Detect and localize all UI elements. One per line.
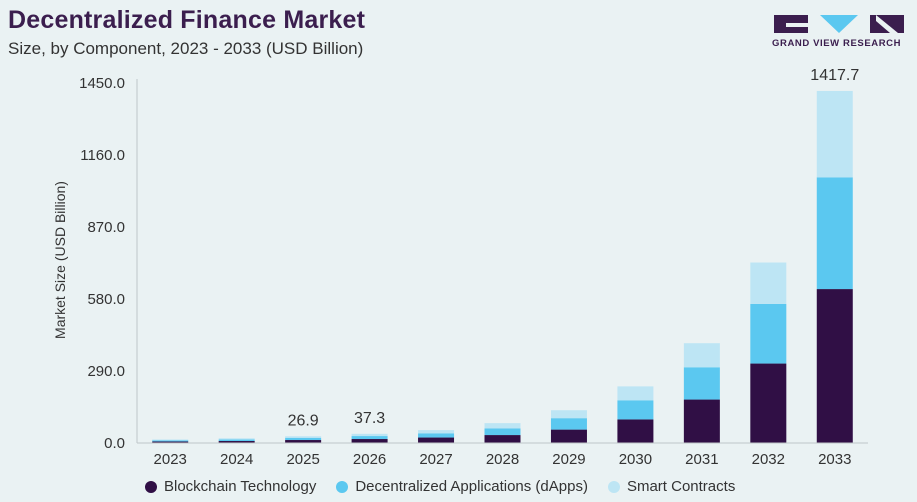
y-tick-label: 0.0 — [104, 435, 125, 452]
data-labels: 26.9 37.3 1417.7 — [288, 67, 860, 429]
y-axis-label: Market Size (USD Billion) — [52, 181, 68, 339]
bar-segment-2033-series-1 — [816, 177, 853, 290]
data-label-2025: 26.9 — [288, 412, 319, 429]
x-tick-label: 2028 — [486, 451, 519, 468]
y-axis: 0.0 290.0 580.0 870.0 1160.0 1450.0 — [79, 75, 138, 452]
bar-segment-2030-series-1 — [617, 400, 654, 420]
x-tick-label: 2025 — [286, 451, 319, 468]
legend-item: Blockchain Technology — [145, 478, 316, 495]
legend-item: Smart Contracts — [607, 478, 736, 495]
bar-segment-2028-series-0 — [484, 435, 521, 443]
bar-segment-2026-series-0 — [351, 439, 388, 443]
bar-segment-2031-series-1 — [683, 367, 720, 400]
legend-item: Decentralized Applications (dApps) — [336, 478, 588, 495]
x-tick-label: 2033 — [818, 451, 851, 468]
legend-swatch — [145, 480, 157, 493]
bar-segment-2028-series-1 — [484, 428, 521, 436]
chart-title: Decentralized Finance Market — [8, 6, 366, 34]
bar-segment-2027-series-1 — [418, 433, 455, 438]
bar-segment-2033-series-0 — [816, 289, 853, 443]
bar-segment-2023-series-2 — [152, 439, 189, 441]
x-tick-label: 2026 — [353, 451, 386, 468]
x-tick-label: 2030 — [619, 451, 652, 468]
data-label-2026: 37.3 — [354, 410, 385, 427]
y-tick-label: 1450.0 — [79, 75, 125, 92]
bar-segment-2029-series-1 — [550, 418, 587, 430]
legend-swatch — [336, 480, 349, 493]
bar-segment-2027-series-0 — [418, 437, 455, 443]
legend-label: Blockchain Technology — [164, 478, 317, 495]
bar-segment-2025-series-0 — [285, 440, 322, 443]
bar-segment-2024-series-2 — [218, 438, 255, 440]
bars — [152, 90, 853, 443]
x-tick-label: 2031 — [685, 451, 718, 468]
legend-swatch — [607, 480, 620, 493]
bar-segment-2032-series-0 — [750, 363, 787, 443]
x-tick-label: 2032 — [752, 451, 785, 468]
data-label-2033: 1417.7 — [810, 67, 859, 84]
y-tick-label: 870.0 — [87, 219, 125, 236]
x-tick-label: 2024 — [220, 451, 253, 468]
bar-segment-2026-series-2 — [351, 433, 388, 437]
bar-segment-2024-series-0 — [218, 441, 255, 443]
y-tick-label: 1160.0 — [80, 147, 125, 164]
bar-segment-2029-series-0 — [550, 429, 587, 443]
logo-marks-icon — [774, 15, 904, 33]
chart-subtitle: Size, by Component, 2023 - 2033 (USD Bil… — [8, 39, 364, 58]
chart-legend: Blockchain Technology Decentralized Appli… — [145, 478, 755, 495]
bar-segment-2031-series-0 — [683, 399, 720, 443]
x-tick-label: 2023 — [154, 451, 187, 468]
bar-segment-2033-series-2 — [816, 90, 853, 178]
bar-segment-2030-series-0 — [617, 419, 654, 443]
bar-segment-2030-series-2 — [617, 386, 654, 401]
bar-segment-2031-series-2 — [683, 343, 720, 368]
grand-view-research-logo: GRAND VIEW RESEARCH — [772, 11, 907, 51]
legend-label: Decentralized Applications (dApps) — [355, 478, 588, 495]
legend-label: Smart Contracts — [626, 478, 736, 495]
bar-segment-2023-series-0 — [152, 441, 189, 443]
logo-wordmark: GRAND VIEW RESEARCH — [772, 38, 902, 49]
bar-segment-2032-series-1 — [750, 303, 787, 364]
bar-segment-2027-series-2 — [418, 430, 455, 434]
bar-segment-2024-series-1 — [218, 439, 255, 442]
bar-segment-2028-series-2 — [484, 423, 521, 429]
bar-segment-2025-series-1 — [285, 437, 322, 441]
bar-segment-2026-series-1 — [351, 436, 388, 440]
bar-segment-2023-series-1 — [152, 440, 189, 442]
bar-segment-2032-series-2 — [750, 262, 787, 304]
bar-segment-2025-series-2 — [285, 436, 322, 438]
x-tick-label: 2029 — [552, 451, 585, 468]
x-tick-label: 2027 — [419, 451, 452, 468]
x-axis: 2023 2024 2025 2026 2027 2028 2029 2030 2031 2032… — [137, 442, 868, 468]
bar-segment-2029-series-2 — [550, 410, 587, 419]
y-tick-label: 290.0 — [87, 363, 125, 380]
y-tick-label: 580.0 — [87, 291, 125, 308]
